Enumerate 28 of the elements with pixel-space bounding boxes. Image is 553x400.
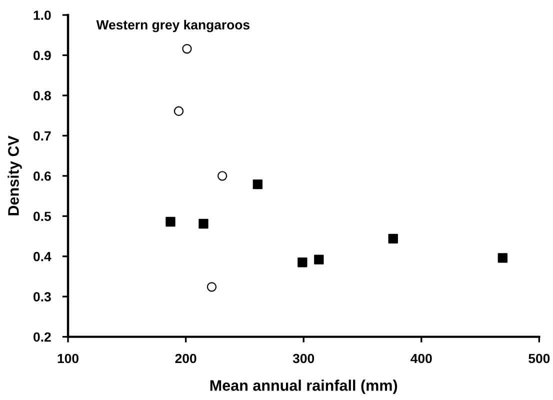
x-tick-label: 400	[410, 354, 432, 364]
y-tick-label: 0.4	[34, 252, 52, 262]
y-tick-label: 0.8	[34, 91, 51, 100]
y-tick-label: 0.6	[34, 171, 51, 181]
point	[206, 282, 217, 292]
point	[498, 253, 508, 263]
point	[388, 234, 398, 244]
point	[174, 106, 184, 116]
point	[182, 44, 192, 54]
point	[198, 218, 208, 229]
y-tick-label: 0.3	[34, 292, 51, 302]
point	[166, 216, 176, 227]
y-tick-label: 0.7	[34, 131, 51, 141]
y-tick-label: 0.9	[34, 50, 51, 60]
point	[298, 258, 308, 268]
point	[217, 171, 228, 181]
point	[314, 254, 324, 264]
y-tick-label: 0.5	[34, 212, 51, 222]
x-tick-label: 500	[528, 354, 550, 364]
x-tick-label: 200	[175, 354, 196, 364]
y-tick-label: 1.0	[34, 10, 51, 20]
x-axis-title: Mean annual rainfall (mm)	[210, 380, 398, 394]
x-tick-label: 300	[292, 354, 314, 364]
y-tick-label: 0.2	[34, 332, 51, 342]
y-axis-title: Density CV	[8, 136, 22, 216]
point	[252, 180, 262, 190]
x-tick-label: 100	[58, 354, 78, 364]
annotation: Western grey kangaroos	[96, 20, 250, 32]
